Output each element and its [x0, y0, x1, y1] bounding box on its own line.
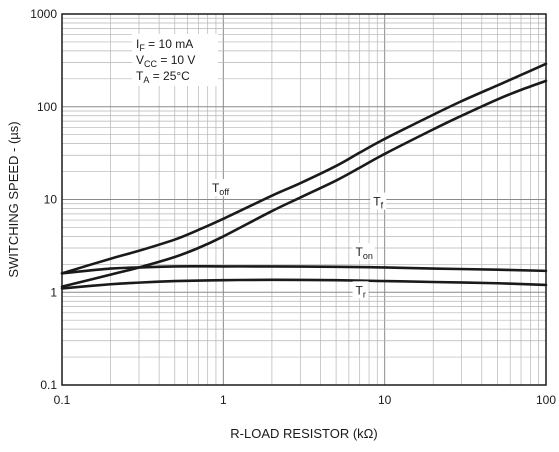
x-tick-label: 100 [536, 393, 556, 407]
condition-line: TA = 25°C [136, 69, 190, 85]
curve-label-ton: Ton [356, 245, 373, 261]
x-tick-label: 1 [220, 393, 227, 407]
y-tick-label: 0.1 [40, 378, 57, 392]
curve-label-tr: Tr [356, 283, 366, 299]
curve-label-bg [370, 192, 387, 210]
x-tick-label: 10 [378, 393, 392, 407]
x-axis-label: R-LOAD RESISTOR (kΩ) [230, 426, 377, 441]
series-line-ton [60, 265, 548, 275]
curve-label-toff: Toff [212, 181, 230, 197]
series-curves [60, 62, 548, 290]
plot-frame [61, 13, 547, 386]
curve-label-bg [208, 179, 237, 197]
series-line-toff [60, 62, 548, 275]
curve-label-bg [352, 281, 369, 299]
curve-label-tf: Tf [373, 195, 383, 211]
condition-line: VCC = 10 V [136, 53, 195, 69]
series-line-tf [60, 79, 548, 288]
curve-labels: Toff Tf Ton Tr [208, 179, 387, 299]
condition-line: IF = 10 mA [136, 37, 193, 53]
x-tick-labels: 0.1 1 10 100 [54, 393, 557, 407]
y-tick-label: 10 [44, 193, 58, 207]
x-tick-label: 0.1 [54, 393, 71, 407]
conditions-box [132, 34, 218, 86]
y-tick-label: 100 [37, 100, 57, 114]
curve-label-bg [352, 243, 375, 261]
y-axis-label: SWITCHING SPEED - (µs) [6, 121, 21, 277]
y-tick-label: 1 [50, 285, 57, 299]
y-tick-label: 1000 [30, 7, 57, 21]
y-tick-labels: 0.1 1 10 100 1000 [30, 7, 57, 392]
series-line-tr [60, 278, 548, 290]
